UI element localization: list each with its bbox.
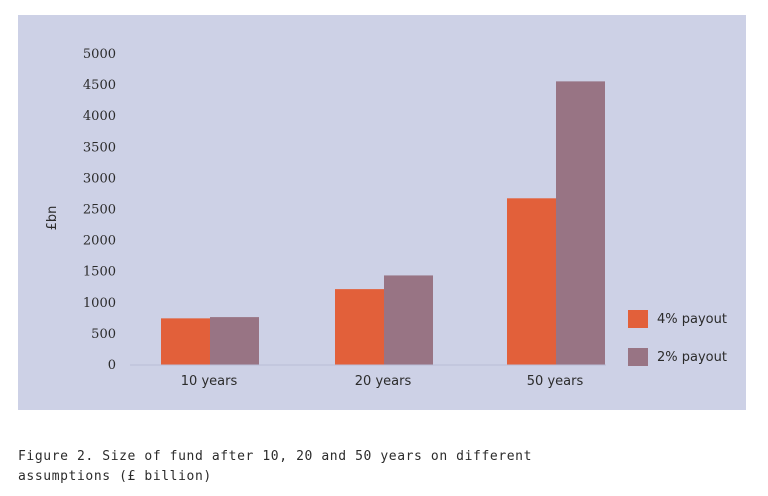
y-tick-label: 2500 (83, 203, 116, 218)
y-tick-label: 2000 (83, 234, 116, 249)
legend-swatch (628, 348, 648, 366)
bar-four-pct-1 (161, 318, 210, 365)
y-axis-label: £bn (45, 206, 60, 231)
y-tick-label: 0 (108, 358, 116, 373)
y-tick-label: 1000 (83, 296, 116, 311)
legend-label: 4% payout (657, 312, 727, 327)
x-tick-label: 10 years (181, 374, 238, 389)
x-tick-label: 50 years (527, 374, 584, 389)
legend-swatch (628, 310, 648, 328)
y-tick-label: 1500 (83, 265, 116, 280)
x-tick-label: 20 years (355, 374, 412, 389)
bar-four-pct-3 (507, 198, 556, 365)
bar-two-pct-2 (384, 275, 433, 365)
legend-label: 2% payout (657, 350, 727, 365)
y-tick-label: 500 (91, 327, 116, 342)
bar-two-pct-1 (210, 317, 259, 365)
figure-caption: Figure 2. Size of fund after 10, 20 and … (18, 449, 533, 484)
y-tick-label: 5000 (83, 47, 116, 62)
bar-four-pct-2 (335, 289, 384, 365)
bar-chart: 0 500 1000 1500 2000 2500 3000 3500 4000 4500 5000… (45, 47, 727, 389)
y-tick-label: 3500 (83, 140, 116, 155)
bar-two-pct-3 (556, 81, 605, 366)
y-tick-label: 3000 (83, 171, 116, 186)
y-tick-label: 4000 (83, 109, 116, 124)
y-tick-label: 4500 (83, 78, 116, 93)
